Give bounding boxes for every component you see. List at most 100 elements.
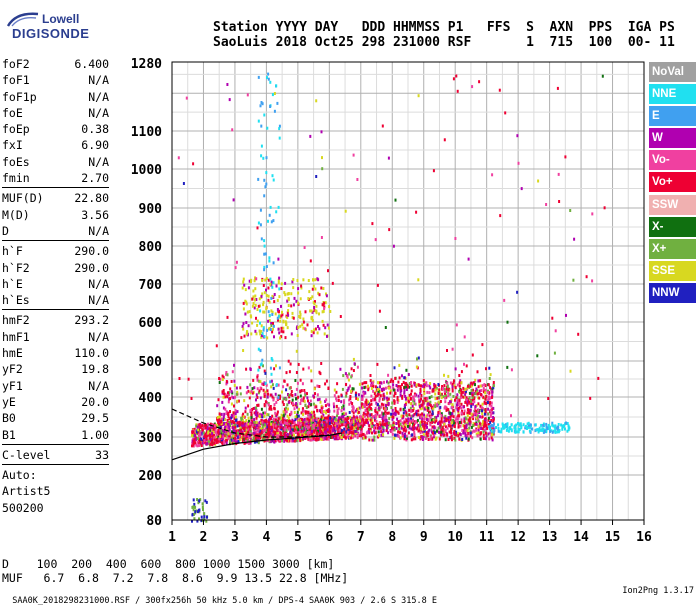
echo-point	[311, 427, 314, 431]
echo-point	[302, 437, 304, 441]
echo-point	[315, 418, 318, 422]
echo-point	[381, 431, 384, 435]
echo-point	[301, 382, 304, 386]
echo-point	[309, 399, 312, 403]
echo-point	[238, 430, 241, 434]
echo-point	[482, 433, 485, 437]
echo-point	[265, 277, 268, 280]
echo-point	[261, 332, 264, 336]
echo-point	[472, 424, 475, 427]
echo-point	[432, 404, 435, 408]
echo-point	[256, 433, 259, 437]
echo-point	[305, 417, 307, 421]
echo-point	[307, 430, 309, 434]
echo-point	[348, 398, 351, 402]
echo-point	[366, 403, 369, 407]
echo-point	[338, 433, 341, 436]
y-tick-label: 1000	[131, 163, 162, 178]
echo-point	[404, 432, 406, 436]
echo-point	[421, 436, 424, 440]
echo-point	[341, 431, 344, 435]
echo-point	[444, 429, 447, 433]
echo-point	[477, 431, 480, 435]
echo-point	[246, 421, 249, 425]
echo-point	[300, 284, 303, 288]
echo-point	[487, 395, 490, 399]
echo-point	[333, 388, 336, 392]
echo-point	[298, 315, 301, 318]
echo-point	[333, 409, 336, 413]
echo-point	[395, 422, 398, 425]
echo-point	[306, 396, 309, 400]
echo-point	[466, 433, 469, 437]
echo-point	[255, 416, 258, 420]
echo-point	[278, 127, 281, 131]
echo-point	[299, 324, 302, 328]
echo-point	[198, 443, 201, 447]
echo-point	[339, 430, 342, 434]
echo-point	[557, 172, 560, 176]
echo-point	[222, 441, 225, 445]
echo-point	[280, 304, 282, 308]
echo-point	[426, 400, 429, 404]
echo-point	[471, 353, 474, 357]
echo-point	[557, 423, 560, 426]
echo-point	[285, 429, 288, 432]
echo-point	[269, 405, 272, 409]
echo-point	[455, 396, 458, 400]
echo-point	[332, 426, 335, 430]
param-name: B0	[2, 411, 16, 426]
echo-point	[232, 426, 234, 430]
echo-point	[227, 413, 230, 416]
echo-point	[222, 389, 225, 392]
y-tick-label: 700	[139, 278, 163, 293]
echo-point	[290, 428, 293, 432]
echo-point	[467, 437, 470, 441]
echo-point	[320, 406, 323, 410]
echo-point	[234, 395, 237, 399]
param-row-m-d: M(D) 3.56	[2, 207, 109, 223]
echo-point	[285, 424, 288, 428]
echo-point	[323, 332, 326, 336]
echo-point	[554, 329, 557, 333]
echo-point	[259, 429, 262, 433]
echo-point	[422, 438, 424, 441]
echo-point	[439, 393, 442, 397]
echo-point	[218, 427, 221, 431]
echo-point	[250, 332, 253, 336]
y-tick-label: 80	[146, 514, 162, 529]
echo-point	[380, 427, 383, 430]
echo-point	[224, 395, 227, 399]
echo-point	[320, 236, 323, 239]
echo-point	[447, 424, 450, 427]
echo-point	[264, 252, 267, 256]
echo-point	[220, 429, 223, 433]
echo-point	[320, 425, 323, 429]
echo-point	[481, 384, 484, 388]
echo-point	[354, 431, 357, 435]
echo-point	[255, 393, 258, 397]
echo-point	[457, 406, 460, 410]
echo-point	[203, 435, 206, 439]
echo-point	[426, 425, 428, 429]
echo-point	[281, 400, 284, 404]
echo-point	[487, 418, 490, 422]
echo-point	[294, 418, 297, 421]
echo-point	[384, 386, 387, 390]
echo-point	[346, 374, 348, 377]
echo-point	[565, 313, 567, 317]
echo-point	[246, 385, 249, 389]
echo-point	[214, 427, 217, 431]
echo-point	[399, 436, 402, 440]
echo-point	[356, 435, 359, 439]
echo-point	[309, 259, 312, 263]
echo-point	[335, 404, 338, 408]
echo-point	[286, 326, 289, 330]
echo-point	[387, 397, 390, 401]
echo-point	[434, 404, 437, 408]
ionogram-chart: 1 2 3 4 5 6 7 8 9 10 11 12 13 14 15 16 8020030040050060…	[131, 57, 652, 545]
echo-point	[440, 414, 443, 418]
param-row-fof2: foF2 6.400	[2, 56, 109, 72]
echo-point	[433, 385, 436, 389]
echo-point	[204, 426, 207, 430]
